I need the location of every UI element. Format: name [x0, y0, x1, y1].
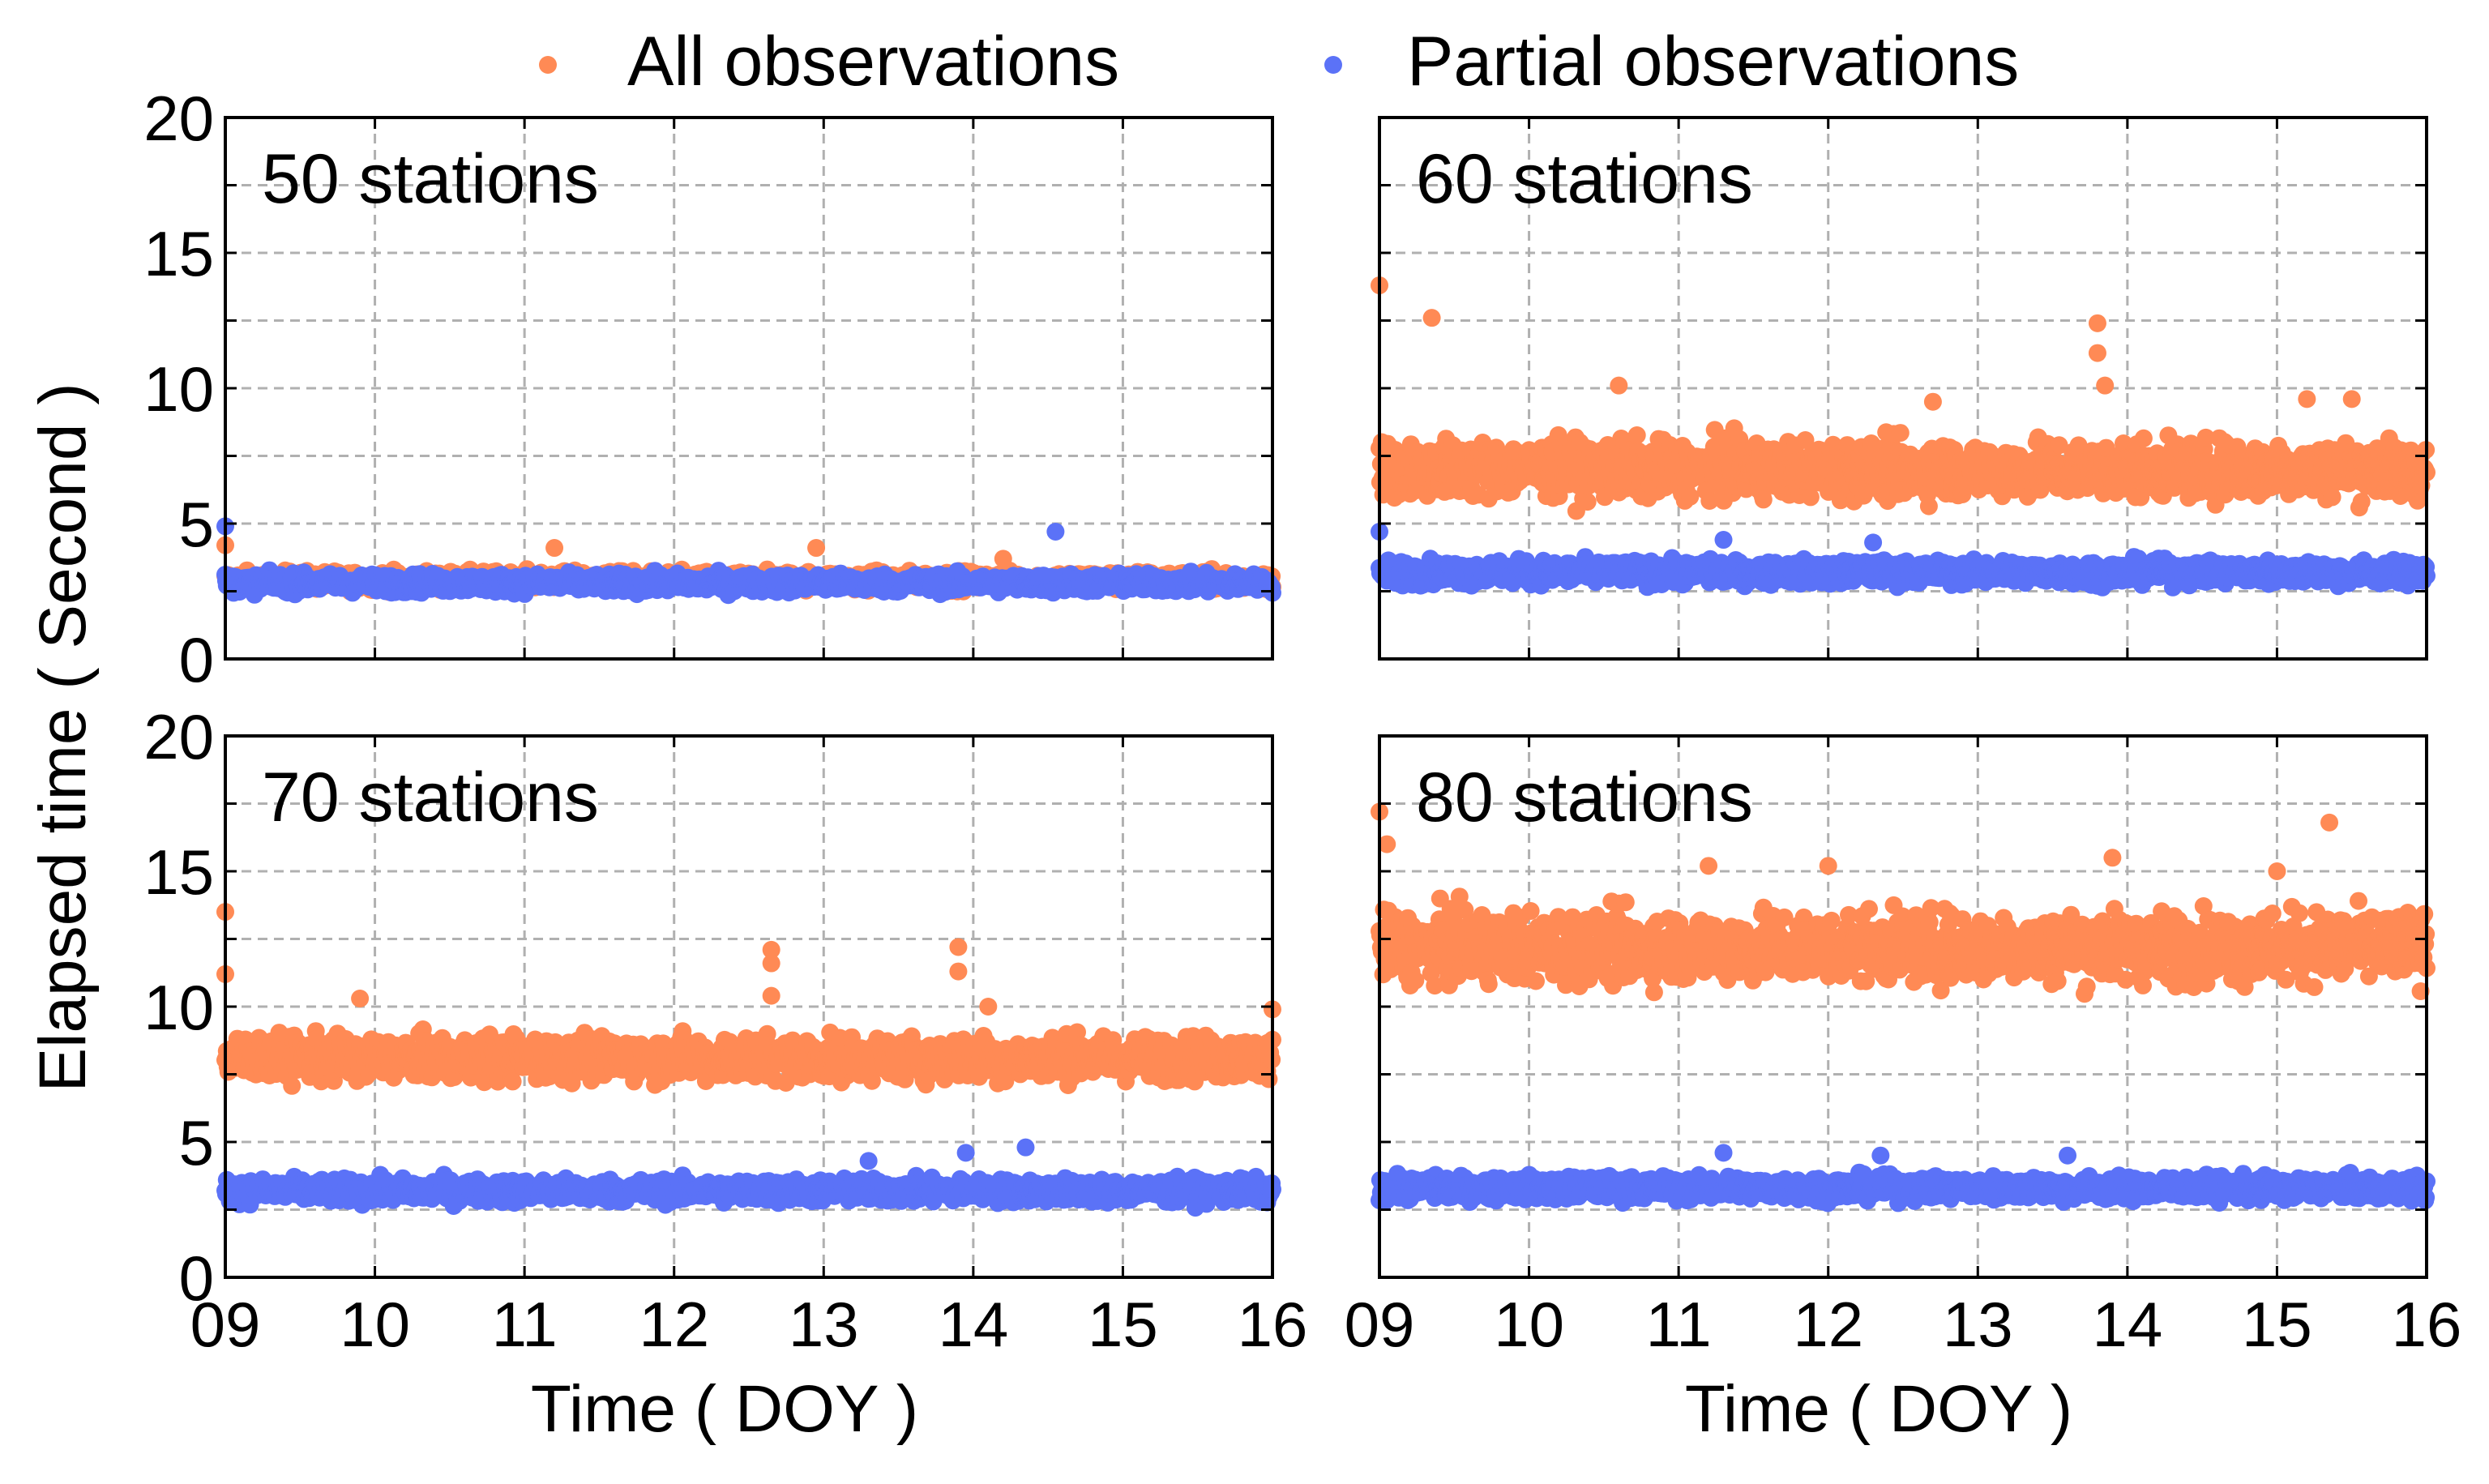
data-point: [2352, 493, 2371, 511]
series-partial-observations: [1371, 523, 2436, 597]
legend-marker-all-observations: [539, 56, 557, 74]
data-point: [1627, 426, 1646, 444]
data-point-outlier: [545, 539, 564, 558]
data-point-outlier: [1610, 376, 1628, 395]
data-point-outlier: [2096, 376, 2115, 395]
data-point: [1891, 424, 1910, 443]
data-point-outlier: [994, 550, 1012, 568]
data-point-outlier: [1422, 309, 1441, 327]
y-tick-label: 10: [143, 353, 214, 425]
series-all-observations: [1371, 276, 2436, 520]
series-partial-observations: [216, 517, 1281, 605]
data-point: [1754, 490, 1773, 509]
data-point-outlier: [2342, 390, 2361, 408]
legend-label-all-observations: All observations: [627, 23, 1119, 101]
data-point: [1919, 497, 1938, 515]
data-point-outlier: [2088, 314, 2106, 332]
y-tick-label: 20: [143, 83, 214, 154]
data-point: [2134, 429, 2153, 447]
y-tick-label: 5: [179, 489, 214, 560]
legend-label-partial-observations: Partial observations: [1407, 23, 2019, 101]
data-point: [2323, 488, 2341, 507]
data-point: [1578, 493, 1597, 511]
panel-title: 50 stations: [262, 140, 599, 218]
panel-1: 0 5 10 15 20 50 stations: [143, 83, 1281, 695]
data-point-outlier: [2298, 390, 2316, 408]
legend-marker-partial-observations: [1324, 56, 1342, 74]
data-point-outlier: [2088, 344, 2106, 362]
data-point-outlier: [1046, 523, 1065, 541]
panel-2: 60 stations: [1371, 116, 2436, 661]
y-tick-label: 15: [143, 218, 214, 289]
y-tick-label: 0: [179, 624, 214, 695]
data-point: [1681, 487, 1700, 506]
data-point-outlier: [1923, 392, 1942, 411]
legend: All observations Partial observations: [539, 23, 2019, 101]
data-point-outlier: [807, 539, 826, 558]
